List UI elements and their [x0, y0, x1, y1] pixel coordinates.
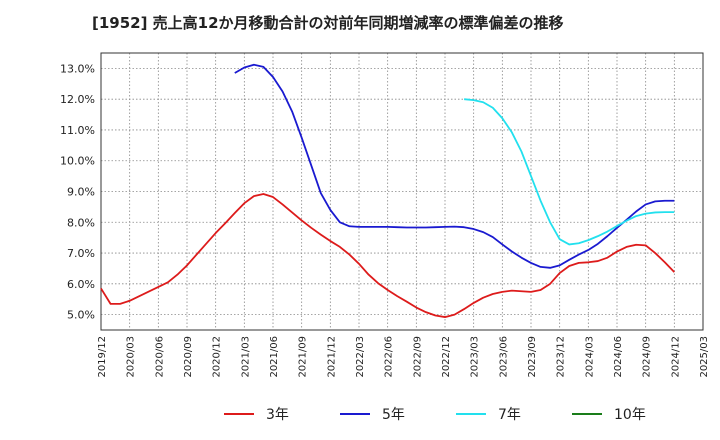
y-tick-label: 13.0%: [60, 62, 95, 75]
y-tick-label: 5.0%: [67, 309, 95, 322]
grid-layer: [100, 53, 704, 330]
series-line-5年: [234, 63, 675, 269]
x-tick-label: 2023/03: [470, 336, 481, 378]
x-tick-label: 2024/12: [670, 336, 681, 378]
y-tick-label: 9.0%: [67, 186, 95, 199]
x-tick-label: 2021/03: [240, 336, 251, 378]
x-tick-label: 2020/09: [183, 336, 194, 378]
legend-label: 7年: [498, 407, 521, 423]
legend-label: 5年: [382, 407, 405, 423]
x-tick-label: 2021/12: [326, 336, 337, 378]
x-tick-label: 2022/03: [355, 336, 366, 378]
y-axis-ticks: 5.0% 6.0% 7.0% 8.0% 9.0% 10.0% 11.0% 12.0% 13.0%: [60, 62, 95, 321]
series-line-7年: [464, 98, 675, 246]
x-tick-label: 2022/12: [441, 336, 452, 378]
legend-label: 3年: [266, 407, 289, 423]
plot-frame: [100, 52, 704, 331]
x-tick-label: 2020/03: [126, 336, 137, 378]
x-tick-label: 2024/03: [584, 336, 595, 378]
x-tick-label: 2021/09: [298, 336, 309, 378]
legend: 3年 5年 7年 10年: [224, 407, 646, 423]
y-tick-label: 8.0%: [67, 216, 95, 229]
x-tick-label: 2021/06: [269, 336, 280, 378]
chart-title: [1952] 売上高12か月移動合計の対前年同期増減率の標準偏差の推移: [92, 14, 564, 32]
x-tick-label: 2019/12: [97, 336, 108, 378]
x-tick-label: 2023/06: [498, 336, 509, 378]
x-tick-label: 2024/09: [642, 336, 653, 378]
x-tick-label: 2022/06: [384, 336, 395, 378]
x-tick-label: 2024/06: [613, 336, 624, 378]
y-tick-label: 11.0%: [60, 124, 95, 137]
x-tick-label: 2023/12: [556, 336, 567, 378]
x-tick-label: 2022/09: [412, 336, 423, 378]
y-tick-label: 7.0%: [67, 247, 95, 260]
y-tick-label: 10.0%: [60, 155, 95, 168]
series-line-3年: [100, 193, 675, 318]
legend-label: 10年: [614, 407, 646, 423]
x-tick-label: 2020/12: [212, 336, 223, 378]
y-tick-label: 12.0%: [60, 93, 95, 106]
x-tick-label: 2020/06: [154, 336, 165, 378]
series-layer: [100, 63, 675, 318]
x-tick-label: 2023/09: [527, 336, 538, 378]
x-tick-label: 2025/03: [699, 336, 710, 378]
x-axis-ticks: 2019/12 2020/03 2020/06 2020/09 2020/12 2021/…: [97, 336, 710, 378]
y-tick-label: 6.0%: [67, 278, 95, 291]
